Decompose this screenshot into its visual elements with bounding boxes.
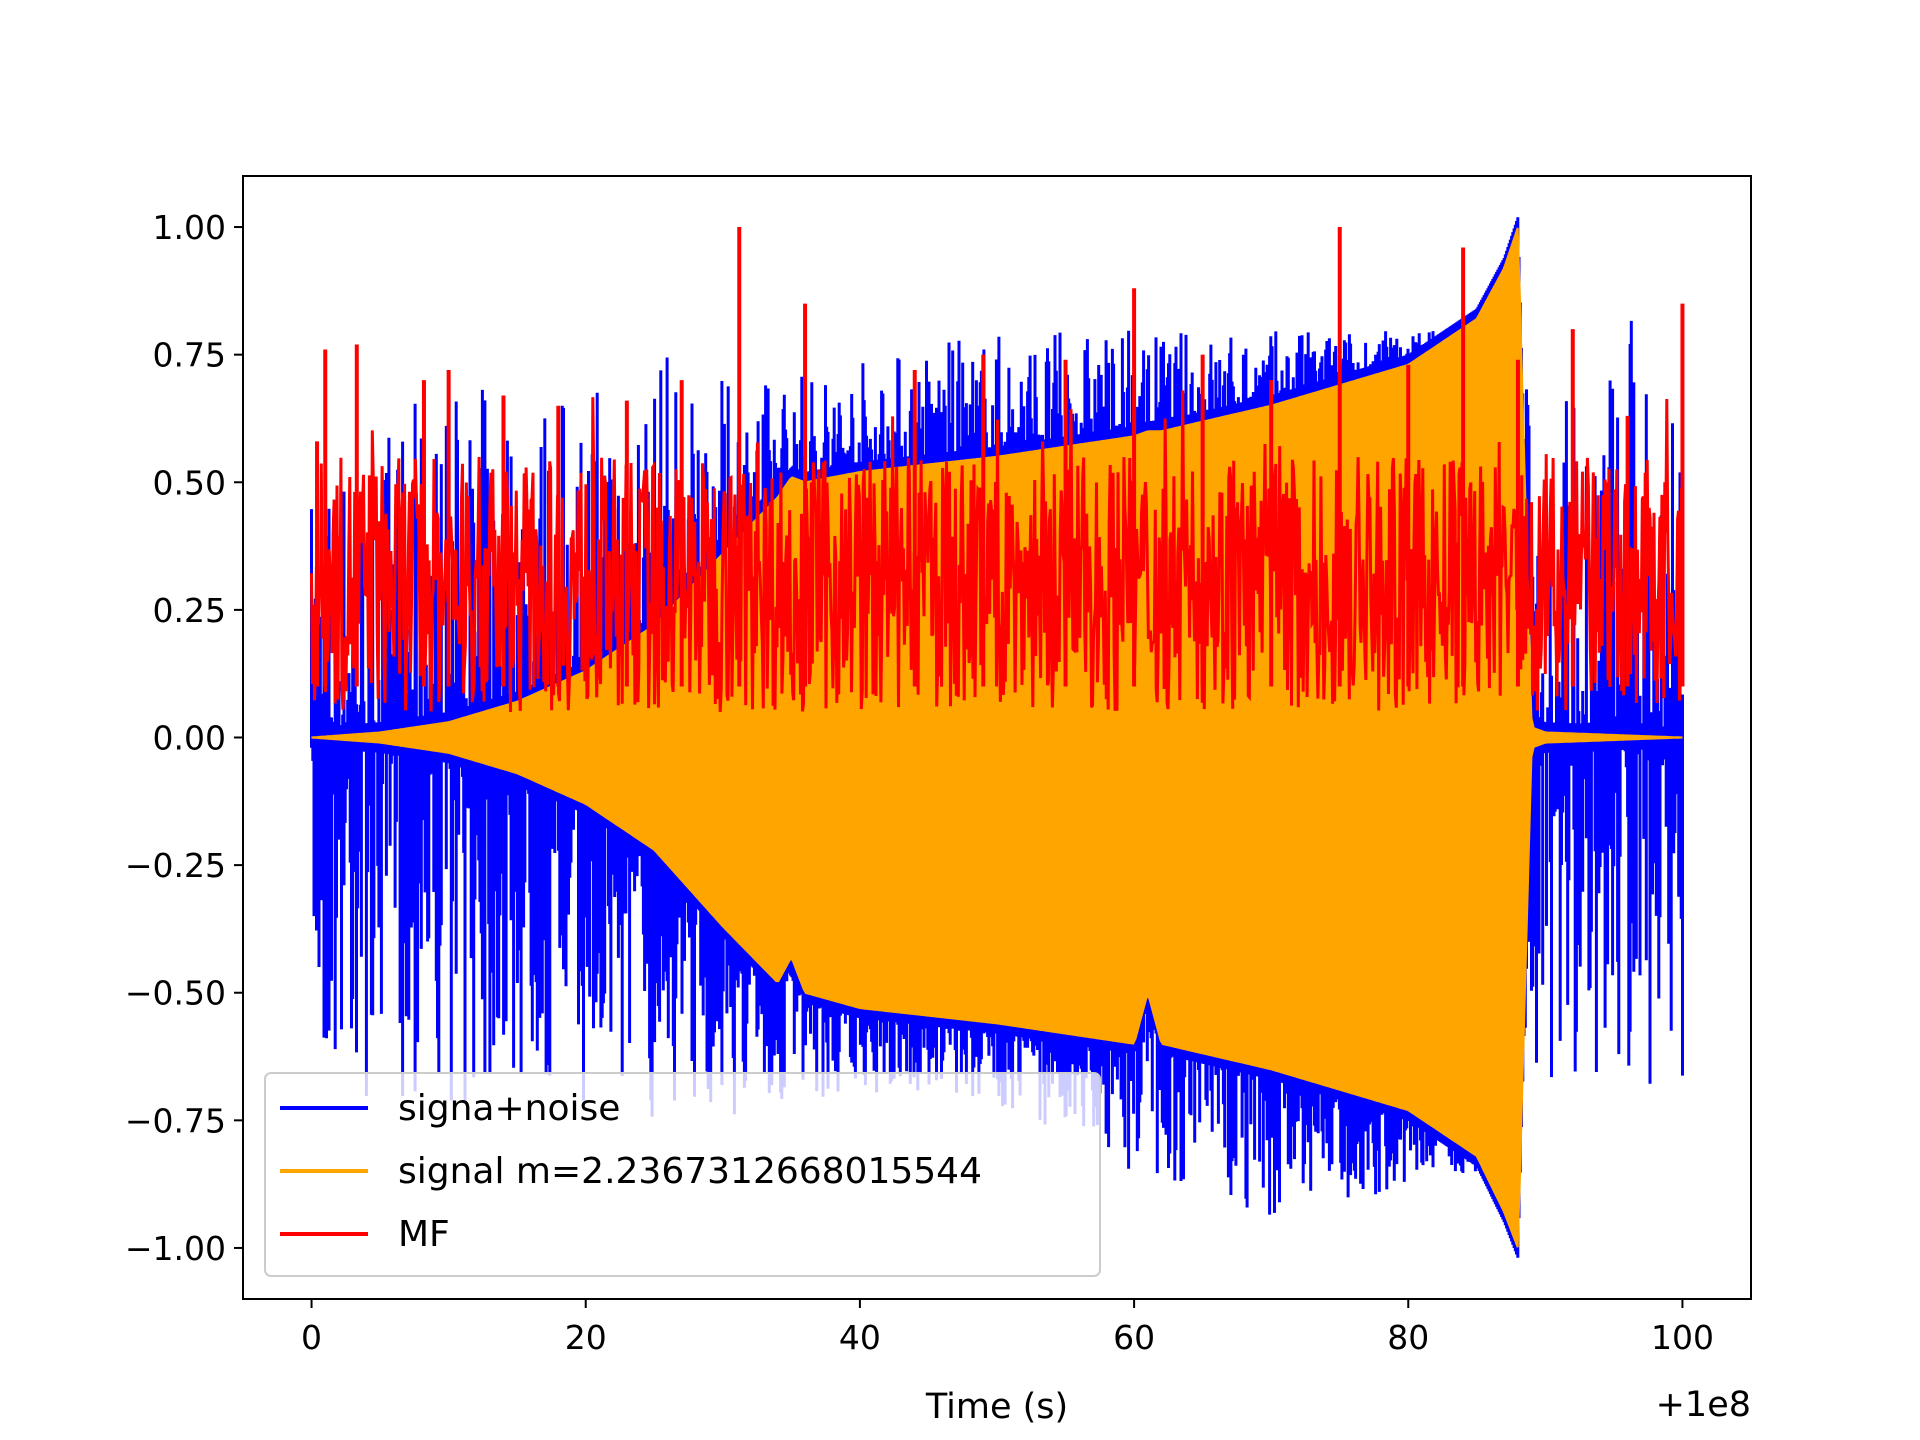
- y-tick-label: −1.00: [125, 1229, 226, 1268]
- x-tick-label: 0: [301, 1318, 322, 1357]
- series-mf-line: [310, 390, 1684, 713]
- y-tick-label: −0.50: [125, 974, 226, 1013]
- y-tick-label: 0.75: [153, 336, 226, 375]
- y-axis: 1.00 0.75 0.50 0.25 0.00 −0.25 −0.50 −0.75 −1.00: [125, 208, 243, 1268]
- x-tick-label: 20: [565, 1318, 607, 1357]
- y-tick-label: −0.75: [125, 1101, 226, 1140]
- y-tick-label: 0.25: [153, 591, 226, 630]
- x-offset-label: +1e8: [1656, 1385, 1751, 1425]
- legend-label: MF: [398, 1214, 450, 1255]
- x-tick-label: 80: [1387, 1318, 1429, 1357]
- series-mf: [310, 227, 1685, 713]
- y-tick-label: 1.00: [153, 208, 226, 247]
- legend-label: signal m=2.2367312668015544: [398, 1151, 982, 1192]
- legend-box: [264, 1072, 1101, 1277]
- y-tick-label: 0.50: [153, 463, 226, 502]
- y-tick-label: 0.00: [153, 719, 226, 758]
- x-tick-label: 60: [1113, 1318, 1155, 1357]
- legend: signa+noise signal m=2.2367312668015544 MF: [264, 1072, 1101, 1277]
- x-axis-label: Time (s): [925, 1387, 1068, 1427]
- legend-label: signa+noise: [398, 1088, 620, 1129]
- plot-area: [310, 217, 1685, 1258]
- y-tick-label: −0.25: [125, 846, 226, 885]
- x-tick-label: 40: [839, 1318, 881, 1357]
- x-tick-label: 100: [1651, 1318, 1714, 1357]
- x-axis: 0 20 40 60 80 100: [301, 1299, 1714, 1357]
